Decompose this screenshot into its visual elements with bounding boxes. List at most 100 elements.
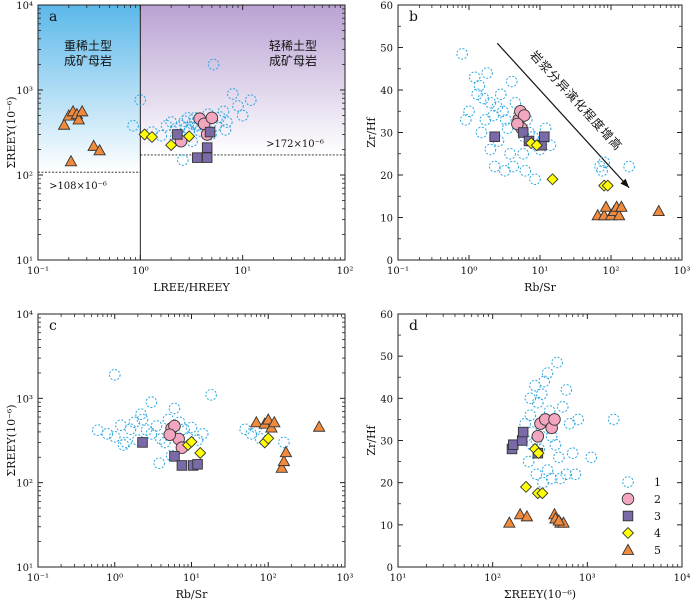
y-tick-label: 60	[380, 310, 393, 321]
data-point	[529, 173, 541, 186]
series-5-points	[57, 104, 106, 167]
y-tick-label: 0	[387, 256, 393, 267]
data-point	[539, 131, 550, 142]
y-tick-label: 10	[380, 214, 393, 225]
data-point	[279, 445, 293, 458]
data-point	[278, 436, 290, 449]
y-tick-label: 40	[380, 86, 393, 97]
data-point	[140, 424, 153, 436]
data-point	[489, 131, 500, 142]
y-tick-label: 50	[380, 352, 393, 363]
data-point	[548, 413, 561, 426]
data-point	[108, 369, 121, 381]
data-point	[232, 100, 244, 112]
series-5-points	[591, 200, 666, 221]
data-point	[505, 75, 518, 88]
data-point	[221, 116, 233, 128]
data-point	[192, 152, 203, 163]
data-point	[127, 119, 139, 132]
x-tick-label: 10⁰	[106, 573, 123, 584]
data-point	[124, 423, 137, 436]
panel-d: 10¹ 10² 10³ 10⁴ 0 10 20 30 40 50 60 ΣREEY(10⁻⁶) Zr/H…	[365, 310, 690, 601]
legend-symbol	[622, 476, 634, 488]
data-point	[136, 413, 149, 426]
data-point	[497, 105, 509, 118]
y-tick-label: 10²	[16, 171, 33, 182]
x-axis-label: Rb/Sr	[524, 281, 557, 294]
region-label: 轻稀土型	[269, 39, 317, 53]
y-tick-label: 10¹	[16, 256, 33, 267]
x-tick-label: 10³	[337, 573, 354, 584]
y-tick-label: 60	[380, 1, 393, 12]
data-point	[554, 472, 567, 485]
region-label: 成矿母岩	[269, 53, 317, 68]
data-point	[201, 142, 213, 153]
data-point	[652, 204, 666, 217]
data-point	[546, 173, 559, 186]
series-2-points	[531, 413, 561, 443]
data-point	[551, 356, 563, 369]
trend-arrow-head	[620, 178, 630, 188]
y-tick-label: 10¹	[16, 563, 33, 574]
data-point	[137, 437, 148, 448]
panel-letter: d	[409, 318, 418, 334]
data-point	[185, 435, 198, 448]
data-point	[101, 427, 114, 440]
data-point	[205, 111, 219, 125]
data-point	[205, 389, 217, 401]
data-point	[477, 92, 490, 105]
y-tick-label: 20	[380, 171, 393, 182]
data-point	[172, 129, 183, 140]
data-point	[150, 420, 163, 432]
legend-symbol	[622, 510, 634, 522]
data-point	[479, 113, 492, 126]
x-tick-label: 10¹	[390, 573, 407, 584]
x-axis-label: Rb/Sr	[176, 588, 209, 601]
data-point	[108, 430, 121, 443]
data-point	[532, 447, 545, 460]
data-point	[165, 116, 177, 128]
data-point	[511, 117, 524, 131]
x-tick-label: 10³	[579, 573, 596, 584]
data-point	[601, 179, 614, 192]
x-tick-label: 10¹	[183, 573, 200, 584]
data-point	[176, 460, 188, 471]
data-point	[312, 420, 326, 432]
panel-letter: b	[409, 9, 418, 25]
data-point	[585, 451, 598, 464]
data-point	[532, 396, 544, 409]
series-4-points	[519, 442, 549, 500]
x-tick-label: 10⁻¹	[387, 266, 409, 277]
series-3-points	[137, 437, 203, 471]
y-axis-label: ΣREEY(10⁻⁶)	[5, 404, 18, 476]
data-point	[153, 457, 166, 470]
series-2-points	[163, 419, 189, 454]
data-point	[93, 143, 106, 156]
legend-symbol	[621, 526, 635, 540]
data-point	[536, 487, 549, 500]
data-point	[204, 126, 216, 138]
y-tick-label: 30	[380, 437, 393, 448]
data-point	[178, 115, 191, 127]
x-axis-label: ΣREEY(10⁻⁶)	[504, 588, 576, 601]
x-tick-label: 10⁻¹	[27, 266, 49, 277]
data-point	[484, 143, 497, 156]
legend-label: 4	[654, 527, 661, 540]
data-point	[556, 400, 569, 413]
region-label: 成矿母岩	[64, 53, 112, 68]
y-tick-label: 10⁴	[16, 1, 33, 12]
data-point	[163, 428, 176, 441]
y-axis-label: ΣREEY(10⁻⁶)	[5, 96, 18, 168]
data-point	[507, 160, 520, 173]
x-axis-label: LREE/HREEY	[153, 281, 230, 294]
data-point	[488, 160, 501, 173]
data-point	[249, 415, 263, 428]
series-1-points	[91, 369, 290, 470]
data-point	[134, 94, 147, 106]
y-tick-label: 10³	[16, 394, 33, 405]
data-point	[475, 126, 488, 139]
data-point	[120, 436, 132, 449]
x-tick-label: 10¹	[532, 266, 549, 277]
data-point	[541, 464, 554, 476]
data-point	[569, 468, 582, 481]
